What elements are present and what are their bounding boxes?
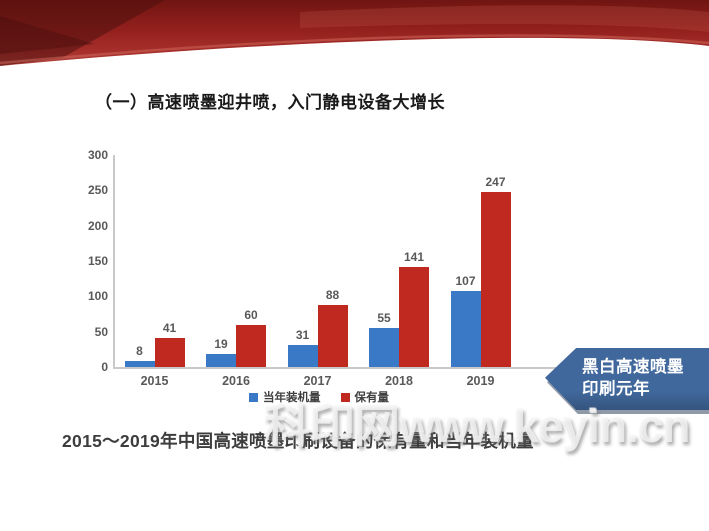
y-tick-label: 50 — [94, 324, 108, 339]
y-tick-label: 150 — [87, 254, 108, 268]
x-category-label: 2017 — [303, 374, 332, 388]
banner-sheen-right — [300, 5, 709, 32]
header-banner — [0, 0, 709, 66]
x-category-label: 2019 — [466, 374, 495, 388]
x-category-label: 2016 — [222, 374, 250, 388]
legend-label: 当年装机量 — [263, 392, 321, 404]
bar-当年装机量-2018 — [369, 328, 399, 367]
x-category-label: 2018 — [385, 374, 413, 388]
bar-保有量-2017 — [317, 304, 348, 367]
bar-当年装机量-2019 — [450, 291, 481, 367]
callout-text: 黑白高速喷墨 印刷元年 — [545, 348, 709, 401]
bar-value-label: 60 — [244, 307, 258, 322]
bar-value-label: 55 — [377, 311, 391, 326]
bar-保有量-2019 — [480, 192, 511, 367]
callout-arrow: 黑白高速喷墨 印刷元年 — [545, 348, 709, 410]
bar-保有量-2016 — [236, 324, 266, 367]
bar-value-label: 41 — [162, 321, 177, 336]
banner-fold-left2 — [0, 16, 95, 54]
callout-line2: 印刷元年 — [582, 380, 650, 399]
callout-line1: 黑白高速喷墨 — [582, 358, 684, 376]
chart: 当年装机量 保有量 0 50 100 150 200 250 300 8 41 2015 19 60 20… — [75, 148, 565, 416]
y-tick-label: 300 — [87, 148, 108, 162]
bar-value-label: 88 — [325, 287, 340, 302]
y-tick-label: 250 — [87, 183, 108, 198]
y-tick-label: 200 — [87, 218, 108, 233]
bar-value-label: 247 — [485, 175, 506, 190]
bar-当年装机量-2016 — [206, 353, 236, 367]
bar-value-label: 31 — [295, 328, 310, 343]
x-axis-line — [113, 367, 565, 369]
legend-label: 保有量 — [354, 392, 390, 404]
legend-item-当年装机量: 当年装机量 — [249, 389, 321, 405]
bar-当年装机量-2017 — [287, 345, 318, 367]
x-category-label: 2015 — [140, 374, 169, 388]
y-tick-label: 0 — [101, 360, 108, 374]
y-tick-label: 100 — [87, 289, 108, 304]
bar-保有量-2015 — [154, 338, 185, 367]
bar-value-label: 107 — [455, 274, 476, 289]
banner-edge-highlight — [0, 34, 709, 65]
bar-保有量-2018 — [399, 267, 429, 367]
legend-item-保有量: 保有量 — [340, 389, 390, 405]
banner-fold-left — [0, 0, 165, 66]
slide-title: （一）高速喷墨迎井喷，入门静电设备大增长 — [95, 93, 445, 112]
y-axis-line — [113, 155, 115, 368]
bar-value-label: 141 — [403, 250, 425, 265]
bar-当年装机量-2015 — [124, 361, 155, 367]
bar-value-label: 8 — [136, 344, 143, 359]
legend-swatch — [249, 392, 258, 402]
legend-swatch — [340, 392, 350, 402]
bar-value-label: 19 — [214, 336, 228, 351]
chart-caption: 2015～2019年中国高速喷墨印刷设备的保有量和当年装机量 — [62, 431, 534, 451]
chart-legend: 当年装机量 保有量 — [113, 389, 525, 405]
